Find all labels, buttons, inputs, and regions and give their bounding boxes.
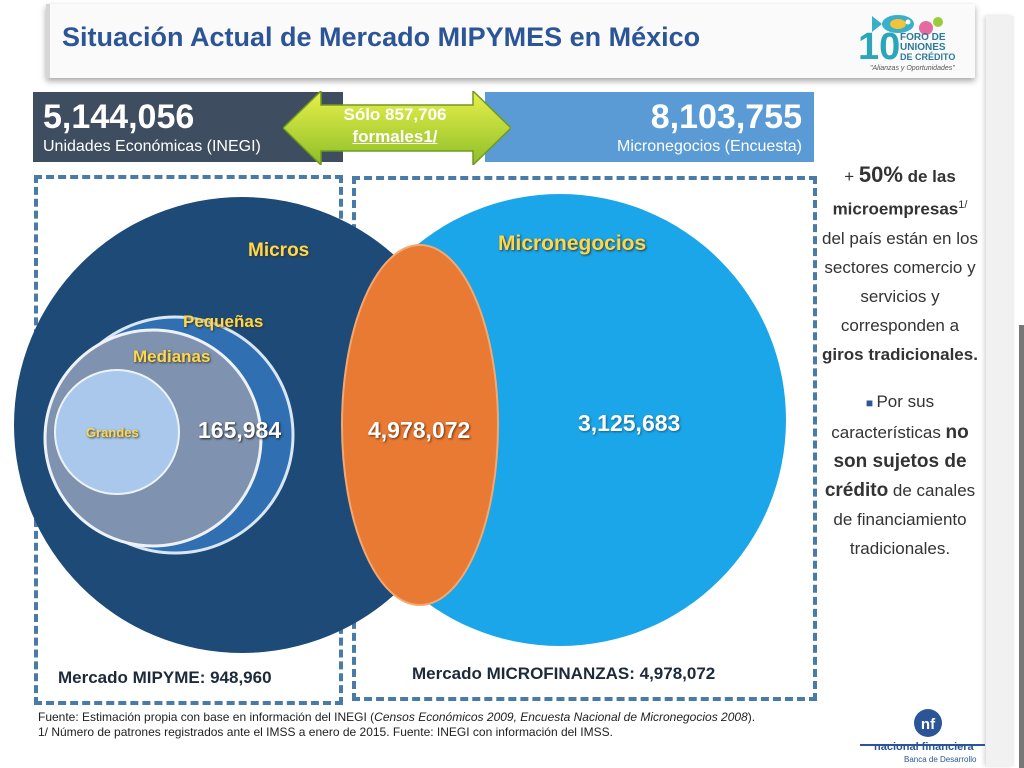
commentary-point-2: ■ Por sus características no son sujetos… bbox=[824, 391, 976, 558]
formales-callout: Sólo 857,706 formales1/ bbox=[305, 104, 485, 148]
value-left: 165,984 bbox=[198, 417, 282, 443]
fish-icon bbox=[872, 15, 943, 35]
right-edge-bar bbox=[1019, 325, 1024, 768]
nafin-name: nacional financiera bbox=[874, 741, 974, 753]
formales-line2: formales1/ bbox=[352, 127, 438, 146]
mipyme-market-label: Mercado MIPYME: 948,960 bbox=[58, 668, 272, 687]
logo-line3: DE CRÉDITO bbox=[900, 52, 956, 62]
logo-number: 10 bbox=[858, 26, 901, 68]
foro-logo: 10 FORO DE UNIONES DE CRÉDITO "Alianzas … bbox=[856, 8, 976, 76]
value-intersection: 4,978,072 bbox=[368, 417, 471, 443]
logo-line1: FORO DE bbox=[900, 32, 946, 43]
page-title: Situación Actual de Mercado MIPYMES en M… bbox=[62, 22, 701, 52]
intersection-ellipse bbox=[341, 244, 499, 606]
micronegocios-label: Micronegocios bbox=[498, 232, 647, 255]
value-right: 3,125,683 bbox=[578, 410, 681, 436]
svg-text:nf: nf bbox=[921, 716, 936, 733]
footer-line-1: Fuente: Estimación propia con base en in… bbox=[38, 710, 756, 724]
double-arrow bbox=[283, 91, 511, 165]
inegi-units-value: 5,144,056 bbox=[43, 98, 195, 136]
micros-label: Micros bbox=[248, 240, 310, 261]
grandes-circle bbox=[54, 369, 180, 495]
side-panel-strip bbox=[986, 16, 1014, 766]
micronegocios-label: Micronegocios (Encuesta) bbox=[617, 138, 802, 155]
microfinanzas-market-label: Mercado MICROFINANZAS: 4,978,072 bbox=[412, 664, 716, 683]
title-bar bbox=[46, 4, 975, 78]
footer-rule bbox=[860, 744, 985, 746]
micronegocios-box: 8,103,755 Micronegocios (Encuesta) bbox=[485, 92, 814, 162]
side-commentary: + 50% de las microempresas1/ del país es… bbox=[820, 160, 980, 563]
grandes-label: Grandes bbox=[86, 425, 139, 440]
nafin-emblem-icon: nf bbox=[914, 709, 942, 737]
pequenas-label: Pequeñas bbox=[183, 312, 264, 331]
footer-line-2: 1/ Número de patrones registrados ante e… bbox=[38, 725, 613, 739]
commentary-point-1: + 50% de las microempresas1/ del país es… bbox=[822, 162, 978, 364]
logo-tagline: "Alianzas y Oportunidades" bbox=[870, 65, 955, 72]
bullet-icon: ■ bbox=[865, 395, 877, 410]
inegi-units-label: Unidades Económicas (INEGI) bbox=[43, 138, 261, 155]
logo-line2: UNIONES bbox=[900, 42, 946, 53]
medianas-label: Medianas bbox=[133, 347, 211, 366]
formales-line1: Sólo 857,706 bbox=[343, 105, 447, 124]
nafin-logo: nf nacional financiera Banca de Desarrol… bbox=[868, 708, 993, 766]
micronegocios-value: 8,103,755 bbox=[650, 98, 802, 136]
inegi-units-box: 5,144,056 Unidades Económicas (INEGI) bbox=[33, 92, 343, 162]
nafin-sub: Banca de Desarrollo bbox=[904, 755, 977, 764]
footer-sources: Fuente: Estimación propia con base en in… bbox=[38, 710, 918, 740]
